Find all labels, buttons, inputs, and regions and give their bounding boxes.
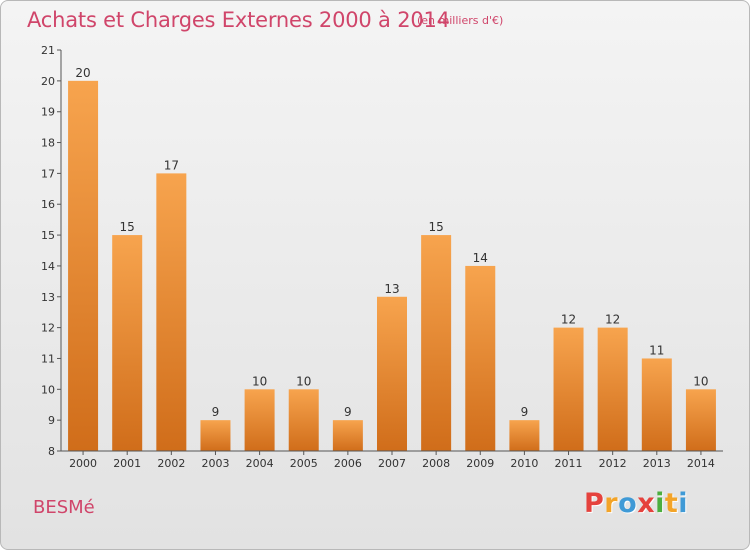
bar: [288, 389, 319, 451]
bar: [377, 296, 407, 451]
y-tick-label: 13: [41, 291, 55, 304]
x-tick-label: 2007: [378, 457, 406, 470]
y-tick-label: 16: [41, 198, 55, 211]
bar: [641, 358, 672, 451]
bar-value-label: 9: [212, 405, 220, 419]
y-tick-label: 15: [41, 229, 55, 242]
bar-value-label: 17: [164, 158, 179, 172]
bar-value-label: 10: [252, 374, 267, 388]
chart-title: Achats et Charges Externes 2000 à 2014: [27, 8, 450, 32]
bar-value-label: 9: [521, 405, 529, 419]
bar-value-label: 10: [296, 374, 311, 388]
x-tick-label: 2014: [687, 457, 715, 470]
y-tick-label: 12: [41, 322, 55, 335]
x-tick-label: 2010: [510, 457, 538, 470]
bar-value-label: 12: [561, 313, 576, 327]
bar: [509, 420, 540, 451]
bars-group: [68, 80, 716, 451]
bar: [68, 80, 99, 451]
logo-letter: x: [637, 488, 656, 519]
chart-subtitle: (en milliers d'€): [417, 14, 504, 27]
y-tick-label: 18: [41, 137, 55, 150]
y-tick-label: 20: [41, 75, 55, 88]
y-tick-label: 11: [41, 352, 55, 365]
bar: [553, 327, 584, 451]
x-tick-label: 2003: [201, 457, 229, 470]
bar: [465, 265, 496, 451]
x-tick-label: 2008: [422, 457, 450, 470]
logo-letter: i: [655, 488, 665, 519]
bar: [332, 420, 363, 451]
logo-letter: o: [618, 488, 638, 519]
bar: [112, 235, 143, 451]
bar-value-label: 15: [120, 220, 135, 234]
x-tick-label: 2002: [157, 457, 185, 470]
bar: [156, 173, 187, 451]
x-tick-label: 2011: [555, 457, 583, 470]
bar-value-label: 11: [649, 343, 664, 357]
logo-letter: t: [664, 488, 679, 519]
bar-value-label: 13: [384, 282, 399, 296]
logo-letter: P: [584, 488, 605, 519]
y-tick-label: 17: [41, 167, 55, 180]
axes-group: [57, 49, 723, 455]
x-tick-label: 2005: [290, 457, 318, 470]
bar: [421, 235, 452, 451]
x-tick-label: 2009: [466, 457, 494, 470]
y-tick-label: 9: [48, 414, 55, 427]
y-tick-label: 21: [41, 44, 55, 57]
logo-letter: r: [604, 488, 619, 519]
logo-letter: i: [678, 488, 689, 519]
x-tick-label: 2000: [69, 457, 97, 470]
bar-value-label: 20: [75, 66, 90, 80]
x-tick-label: 2006: [334, 457, 362, 470]
labels-group: 8 9 10 11 12 13 14 15 16 17 18 19 20 21 20 2000 15 2001 17…: [41, 44, 715, 470]
y-tick-label: 19: [41, 106, 55, 119]
bar: [200, 420, 231, 451]
bar-value-label: 10: [693, 374, 708, 388]
y-tick-label: 14: [41, 260, 55, 273]
bar: [597, 327, 628, 451]
bar: [685, 389, 716, 451]
x-tick-label: 2013: [643, 457, 671, 470]
x-tick-label: 2004: [246, 457, 274, 470]
x-tick-label: 2012: [599, 457, 627, 470]
bar: [244, 389, 275, 451]
y-tick-label: 10: [41, 383, 55, 396]
bar-value-label: 15: [428, 220, 443, 234]
proxiti-logo[interactable]: Proxiti: [584, 488, 688, 519]
y-tick-label: 8: [48, 445, 55, 458]
town-name: BESMé: [33, 497, 95, 518]
bar-value-label: 9: [344, 405, 352, 419]
bar-value-label: 14: [473, 251, 488, 265]
x-tick-label: 2001: [113, 457, 141, 470]
bar-value-label: 12: [605, 313, 620, 327]
